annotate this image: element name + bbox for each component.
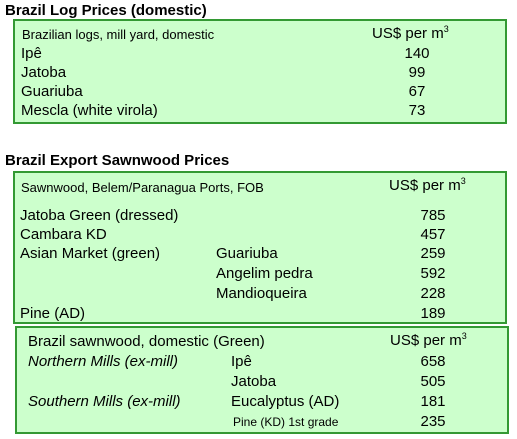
domestic-header-label: Brazil sawnwood, domestic (Green): [28, 333, 265, 350]
domestic-row-region: Northern Mills (ex-mill): [28, 353, 179, 370]
log-row-species: Jatoba: [21, 64, 67, 81]
export-row-category: Pine (AD): [20, 305, 86, 322]
export-row-price: 259: [420, 245, 446, 262]
log-row-price: 140: [404, 45, 430, 62]
export-row-price: 189: [420, 305, 446, 322]
log-row-price: 67: [408, 83, 426, 100]
export-sawnwood-title: Brazil Export Sawnwood Prices: [5, 152, 230, 169]
export-unit-header: US$ per m3: [389, 176, 466, 195]
export-row-category: Asian Market (green): [20, 245, 161, 262]
export-row-species: Guariuba: [216, 245, 278, 262]
export-row-price: 592: [420, 265, 446, 282]
log-row-species: Guariuba: [21, 83, 83, 100]
log-row-price: 73: [408, 102, 426, 119]
log-row-price: 99: [408, 64, 426, 81]
export-row-price: 228: [420, 285, 446, 302]
export-sawnwood-table: Sawnwood, Belem/Paranagua Ports, FOB US$…: [13, 171, 507, 324]
domestic-row-species: Jatoba: [231, 373, 277, 390]
domestic-row-price: 235: [420, 413, 446, 430]
log-prices-table: Brazilian logs, mill yard, domestic US$ …: [13, 19, 507, 124]
export-row-price: 457: [420, 226, 446, 243]
domestic-row-price: 658: [420, 353, 446, 370]
domestic-sawnwood-table: Brazil sawnwood, domestic (Green) US$ pe…: [15, 326, 509, 434]
domestic-row-price: 505: [420, 373, 446, 390]
log-row-species: Mescla (white virola): [21, 102, 158, 119]
domestic-row-species: Eucalyptus (AD): [231, 393, 340, 410]
log-prices-title: Brazil Log Prices (domestic): [5, 2, 207, 19]
log-row-species: Ipê: [21, 45, 42, 62]
export-row-species: Mandioqueira: [216, 285, 307, 302]
domestic-row-species: Ipê: [231, 353, 252, 370]
export-header-label: Sawnwood, Belem/Paranagua Ports, FOB: [21, 180, 264, 195]
domestic-row-region: Southern Mills (ex-mill): [28, 393, 181, 410]
domestic-row-species: Pine (KD) 1st grade: [233, 415, 339, 429]
export-row-species: Angelim pedra: [216, 265, 313, 282]
domestic-unit-header: US$ per m3: [390, 331, 467, 350]
domestic-row-price: 181: [420, 393, 446, 410]
log-prices-header-label: Brazilian logs, mill yard, domestic: [22, 27, 215, 42]
export-row-category: Jatoba Green (dressed): [20, 207, 179, 224]
export-row-category: Cambara KD: [20, 226, 107, 243]
log-prices-unit-header: US$ per m3: [372, 24, 449, 43]
export-row-price: 785: [420, 207, 446, 224]
